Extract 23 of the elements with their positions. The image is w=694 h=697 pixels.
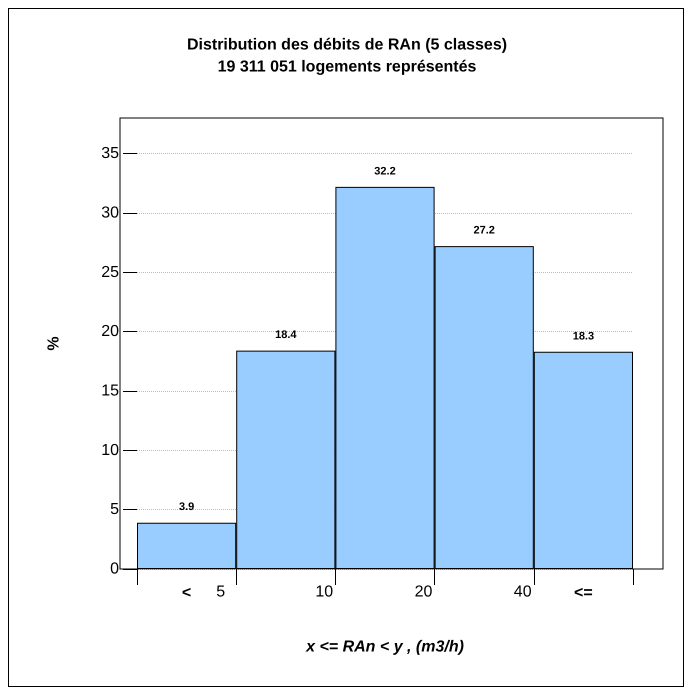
y-tick-label: 35 [101,145,120,162]
y-tick-label: 20 [101,323,120,340]
y-axis-title: % [46,336,62,351]
text: 20 [414,584,432,600]
y-tick-label: 10 [101,442,120,459]
data-label: 18.4 [275,329,298,342]
data-label: 32.2 [374,165,396,178]
data-label: 3.9 [178,501,194,514]
chart-subtitle: 19 311 051 logements représentés [218,58,477,76]
chart-title: Distribution des débits de RAn (5 classes) [186,36,508,54]
text: 5 [216,584,226,600]
x-tick-label: < [182,584,192,602]
y-tick-label: 25 [101,264,120,281]
data-label: 27.2 [473,224,495,237]
y-tick-label: 5 [110,501,120,518]
y-tick-label: 30 [101,204,120,222]
text: 10 [315,584,334,600]
x-axis-title: x <= RAn < y , (m3/h) [305,638,464,656]
x-tick-label: <= [574,584,593,602]
data-label: 18.3 [572,330,594,342]
y-tick-label: 0 [110,560,120,578]
y-tick-label: 15 [101,382,120,400]
text: 40 [514,584,532,600]
